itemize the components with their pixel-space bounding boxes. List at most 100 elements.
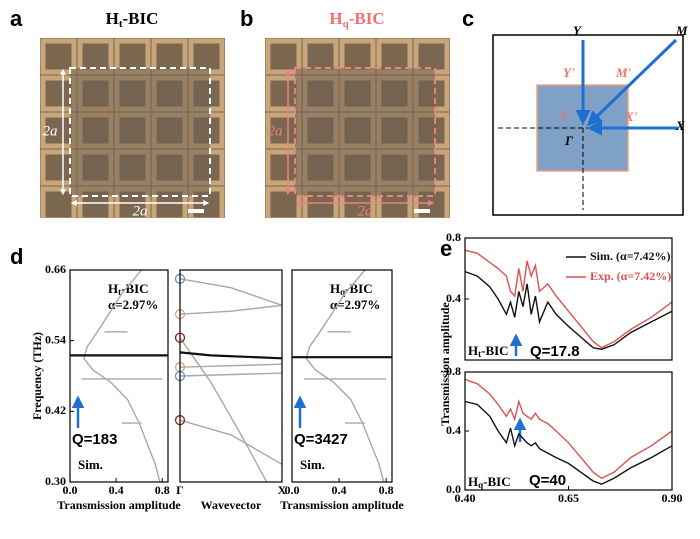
x-tick-label: 0.0: [63, 483, 78, 497]
chart-annotation: α=2.97%: [330, 297, 380, 312]
panel-title: Hq-BIC: [329, 9, 384, 30]
chart-annotation: Sim.: [78, 457, 103, 472]
title-part: -BIC: [123, 9, 159, 28]
x-tick-label: 0.4: [332, 483, 347, 497]
series-line: [464, 400, 673, 485]
y-tick-label: 0.54: [45, 332, 66, 346]
chart-annotation: Q=3427: [294, 431, 348, 448]
series-line: [179, 337, 268, 483]
k-label: M: [675, 23, 688, 38]
chart-annotation: Ht-BIC: [108, 281, 149, 297]
title-part: H: [330, 281, 340, 296]
title-part: H: [329, 9, 342, 28]
k-label: Y': [563, 65, 575, 80]
y-tick-label: 0.8: [446, 230, 461, 244]
title-part: H: [108, 281, 118, 296]
title-part: t: [478, 349, 481, 359]
chart-annotation: Q=183: [72, 431, 117, 448]
cell-outline: [69, 67, 211, 197]
plot-frame: [464, 237, 673, 361]
x-tick-label: X: [278, 483, 287, 497]
scale-bar: [414, 209, 430, 213]
y-axis-label: Frequency (THz): [30, 332, 44, 420]
plot-frame: [69, 269, 169, 483]
series-line: [464, 249, 673, 349]
dim-label: 2a: [133, 203, 148, 219]
plot-frame: [179, 269, 283, 483]
title-part: t: [119, 18, 123, 30]
y-tick-label: 0.30: [45, 474, 66, 488]
x-tick-label: Γ: [176, 483, 184, 497]
chart-annotation: α=2.97%: [108, 297, 158, 312]
plot-frame: [464, 371, 673, 491]
legend-label: Sim. (α=7.42%): [590, 249, 671, 263]
panel-letter: c: [462, 6, 474, 31]
legend-label: Exp. (α=7.42%): [590, 269, 671, 283]
title-part: -BIC: [121, 281, 148, 296]
panel-letter: a: [10, 6, 23, 31]
k-label: Y: [573, 23, 582, 38]
dim-label: 2a: [43, 123, 58, 139]
y-tick-label: 0.0: [446, 482, 461, 496]
plot-frame: [291, 269, 393, 483]
title-part: q: [340, 287, 345, 297]
x-tick-label: 0.90: [662, 491, 683, 505]
y-tick-label: 0.4: [446, 423, 461, 437]
title-part: H: [468, 343, 478, 358]
chart-annotation: Hq-BIC: [330, 281, 373, 297]
title-part: -BIC: [349, 9, 385, 28]
x-axis-label: Transmission amplitude: [280, 498, 404, 512]
k-label: Γ': [560, 108, 573, 123]
panel-letter: d: [10, 244, 23, 269]
y-axis-label: Transmission amplitude: [438, 302, 452, 426]
x-tick-label: 0.0: [285, 483, 300, 497]
unit-cell: [70, 68, 210, 196]
series-line: [464, 378, 673, 480]
panel-letter: e: [440, 236, 452, 261]
chart-annotation: Q=17.8: [530, 343, 580, 360]
series-line: [179, 363, 283, 368]
series-line: [179, 278, 283, 306]
x-tick-label: 0.8: [155, 483, 170, 497]
chart-annotation: Hq-BIC: [468, 474, 511, 490]
title-part: q: [478, 480, 483, 490]
y-tick-label: 0.66: [45, 262, 66, 276]
title-part: -BIC: [481, 343, 508, 358]
x-axis-label: Wavevector: [201, 498, 262, 512]
scale-bar: [188, 209, 204, 213]
y-tick-label: 0.8: [446, 364, 461, 378]
series-line: [305, 269, 385, 483]
k-label: X: [675, 118, 685, 133]
chart-annotation: Ht-BIC: [468, 343, 509, 359]
title-part: q: [343, 18, 350, 30]
y-tick-label: 0.4: [446, 291, 461, 305]
series-line: [179, 419, 283, 465]
chart-annotation: Sim.: [300, 457, 325, 472]
chart-annotation: Q=40: [529, 472, 566, 489]
path-arrow: [586, 38, 678, 127]
k-label: X': [624, 109, 638, 124]
title-part: -BIC: [483, 474, 510, 489]
k-label: Γ: [564, 133, 573, 148]
y-tick-label: 0.42: [45, 403, 66, 417]
cell-outline: [294, 67, 436, 197]
x-tick-label: 0.8: [379, 483, 394, 497]
unit-cell: [295, 68, 435, 196]
panel-title: Ht-BIC: [106, 9, 159, 30]
k-label: M': [615, 65, 632, 80]
series-line: [179, 372, 283, 377]
x-tick-label: 0.40: [455, 491, 476, 505]
x-tick-label: 0.4: [109, 483, 124, 497]
dim-label: 2a: [268, 123, 283, 139]
series-line: [83, 269, 161, 483]
x-axis-label: Transmission amplitude: [57, 498, 181, 512]
title-part: H: [468, 474, 478, 489]
series-line: [179, 304, 283, 315]
title-part: t: [118, 287, 121, 297]
panel-letter: b: [240, 6, 253, 31]
dim-label: 2a: [358, 203, 373, 219]
series-line: [464, 270, 673, 351]
series-line: [179, 351, 283, 360]
x-tick-label: 0.65: [558, 491, 579, 505]
